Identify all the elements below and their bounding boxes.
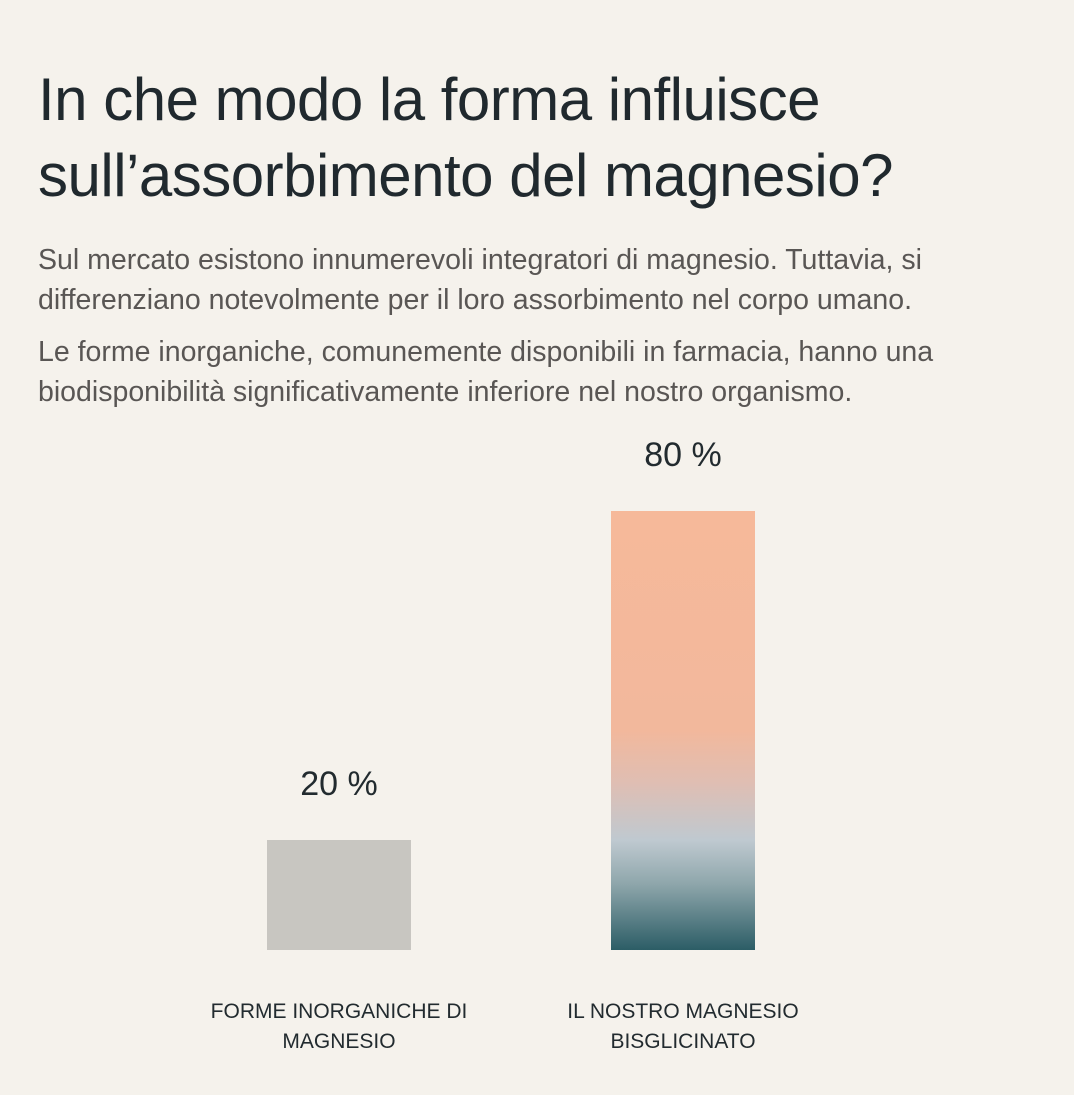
category-label-bisglycinate: IL NOSTRO MAGNESIO BISGLICINATO: [567, 1000, 799, 1053]
category-label-inorganic: FORME INORGANICHE DI MAGNESIO: [210, 1000, 468, 1053]
page-title: In che modo la forma influisce sull’asso…: [38, 66, 893, 209]
detail-paragraph: Le forme inorganiche, comunemente dispon…: [38, 336, 934, 408]
bar-value-label-bisglycinate: 80 %: [644, 436, 722, 474]
bar-value-label-inorganic: 20 %: [300, 765, 378, 804]
bar-bisglycinate-magnesium: [611, 511, 755, 950]
bar-inorganic-magnesium: [267, 840, 411, 950]
absorption-bar-chart: 20 % FORME INORGANICHE DI MAGNESIO 80 % …: [0, 420, 1074, 1070]
intro-paragraph: Sul mercato esistono innumerevoli integr…: [38, 244, 922, 316]
